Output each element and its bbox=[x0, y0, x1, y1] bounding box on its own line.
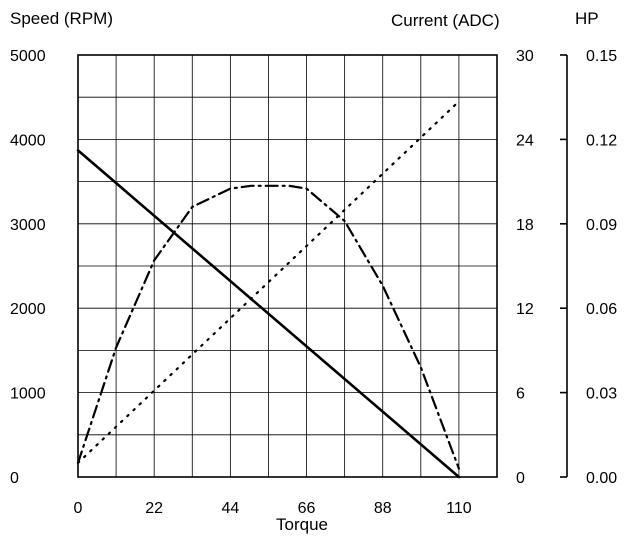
plot-frame bbox=[77, 54, 498, 478]
hp-tick-label: 0.03 bbox=[586, 386, 617, 403]
x-axis-title: Torque bbox=[276, 515, 328, 534]
current-series-line bbox=[76, 100, 460, 464]
hp-tick-label: 0.06 bbox=[586, 301, 617, 318]
current-tick-label: 6 bbox=[516, 386, 525, 403]
hp-axis-title: HP bbox=[575, 9, 599, 28]
current-tick-label: 0 bbox=[516, 470, 525, 487]
hp-tick-label: 0.15 bbox=[586, 48, 617, 65]
tick-labels: 0 1000 2000 3000 4000 5000 0 6 12 18 24 30 0.00 0.03 0… bbox=[10, 48, 617, 517]
x-tick-label: 22 bbox=[145, 500, 163, 517]
x-tick-label: 110 bbox=[446, 500, 472, 517]
hp-series-line bbox=[76, 184, 460, 470]
speed-axis-title: Speed (RPM) bbox=[10, 9, 113, 28]
current-tick-label: 18 bbox=[516, 217, 534, 234]
x-tick-label: 66 bbox=[298, 500, 316, 517]
speed-tick-label: 5000 bbox=[10, 48, 46, 65]
axes bbox=[77, 54, 568, 478]
current-axis-title: Current (ADC) bbox=[391, 11, 500, 30]
x-tick-label: 88 bbox=[374, 500, 392, 517]
current-tick-label: 30 bbox=[516, 48, 534, 65]
speed-tick-label: 2000 bbox=[10, 301, 46, 318]
speed-tick-label: 4000 bbox=[10, 132, 46, 149]
speed-series-line bbox=[76, 149, 461, 479]
x-tick-label: 44 bbox=[221, 500, 239, 517]
hp-tick-label: 0.12 bbox=[586, 132, 617, 149]
speed-tick-label: 3000 bbox=[10, 217, 46, 234]
x-tick-label: 0 bbox=[74, 500, 83, 517]
current-tick-label: 12 bbox=[516, 301, 534, 318]
hp-tick-label: 0.09 bbox=[586, 217, 617, 234]
data-series bbox=[76, 100, 461, 479]
grid-lines bbox=[78, 55, 497, 477]
speed-tick-label: 1000 bbox=[10, 386, 46, 403]
current-tick-label: 24 bbox=[516, 132, 534, 149]
hp-tick-label: 0.00 bbox=[586, 470, 617, 487]
speed-tick-label: 0 bbox=[10, 470, 19, 487]
